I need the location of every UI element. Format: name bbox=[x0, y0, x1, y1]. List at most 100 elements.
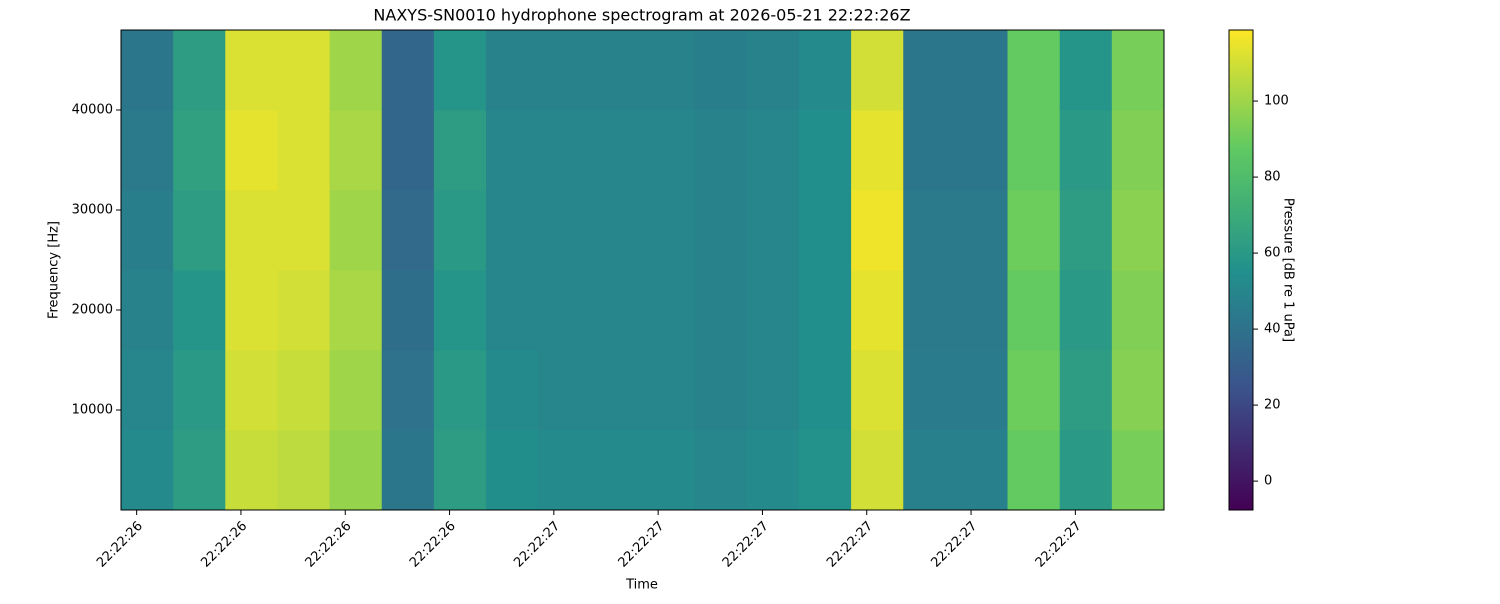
cell bbox=[173, 30, 226, 111]
cell bbox=[955, 30, 1009, 111]
y-tick-label: 20000 bbox=[72, 303, 113, 318]
cell bbox=[277, 430, 331, 511]
cell bbox=[798, 270, 852, 351]
x-tick-label: 22:22:26 bbox=[94, 519, 146, 571]
cell bbox=[1111, 190, 1165, 271]
cell bbox=[538, 350, 591, 431]
cell bbox=[329, 270, 383, 351]
x-tick-label: 22:22:27 bbox=[928, 519, 980, 571]
cell bbox=[955, 270, 1009, 351]
x-axis-label: Time bbox=[625, 578, 658, 593]
cell bbox=[329, 190, 383, 271]
cell bbox=[955, 350, 1009, 431]
cell bbox=[1111, 30, 1165, 111]
cell bbox=[694, 190, 748, 271]
cell bbox=[955, 190, 1009, 271]
cell bbox=[903, 270, 956, 351]
cell bbox=[486, 110, 539, 191]
cell bbox=[798, 30, 852, 111]
cell bbox=[1111, 350, 1165, 431]
cell bbox=[381, 30, 435, 111]
cell bbox=[433, 30, 487, 111]
cell bbox=[225, 30, 278, 111]
cell bbox=[694, 30, 748, 111]
cell bbox=[1007, 30, 1061, 111]
cell bbox=[746, 190, 800, 271]
cell bbox=[121, 350, 174, 431]
colorbar-tick-label: 20 bbox=[1264, 398, 1281, 413]
colorbar bbox=[1228, 29, 1254, 511]
cell bbox=[955, 430, 1009, 511]
cell bbox=[225, 270, 278, 351]
cell bbox=[225, 190, 278, 271]
cell bbox=[433, 430, 487, 511]
cell bbox=[642, 270, 696, 351]
cell bbox=[381, 430, 435, 511]
cell bbox=[851, 190, 904, 271]
colorbar-tick-label: 80 bbox=[1264, 170, 1281, 185]
cell bbox=[486, 350, 539, 431]
y-axis-label: Frequency [Hz] bbox=[47, 221, 62, 319]
cell bbox=[590, 430, 643, 511]
colorbar-label: Pressure [dB re 1 uPa] bbox=[1281, 198, 1296, 342]
cell bbox=[486, 30, 539, 111]
cell bbox=[590, 350, 643, 431]
cell bbox=[225, 350, 278, 431]
cell bbox=[746, 270, 800, 351]
cell bbox=[851, 350, 904, 431]
cell bbox=[1007, 270, 1061, 351]
cell bbox=[694, 110, 748, 191]
cell bbox=[486, 270, 539, 351]
cell bbox=[1059, 190, 1113, 271]
cell bbox=[642, 430, 696, 511]
cell bbox=[121, 190, 174, 271]
cell bbox=[798, 350, 852, 431]
plot-frame bbox=[120, 29, 1165, 511]
cell bbox=[433, 110, 487, 191]
x-tick-label: 22:22:27 bbox=[616, 519, 668, 571]
cell bbox=[903, 350, 956, 431]
x-tick-label: 22:22:27 bbox=[1033, 519, 1085, 571]
cell bbox=[746, 430, 800, 511]
cell bbox=[798, 110, 852, 191]
cell bbox=[173, 430, 226, 511]
cell bbox=[851, 110, 904, 191]
cell bbox=[642, 110, 696, 191]
cell bbox=[1007, 110, 1061, 191]
cell bbox=[277, 30, 331, 111]
cell bbox=[1059, 350, 1113, 431]
cell bbox=[381, 350, 435, 431]
cell bbox=[277, 350, 331, 431]
cell bbox=[642, 30, 696, 111]
x-tick-label: 22:22:27 bbox=[824, 519, 876, 571]
cell bbox=[277, 110, 331, 191]
cell bbox=[903, 190, 956, 271]
colorbar-tick-label: 40 bbox=[1264, 322, 1281, 337]
cell bbox=[642, 190, 696, 271]
plot-area bbox=[121, 30, 1165, 511]
cell bbox=[173, 110, 226, 191]
cell bbox=[903, 110, 956, 191]
cell bbox=[1059, 110, 1113, 191]
cell bbox=[121, 110, 174, 191]
x-tick-label: 22:22:26 bbox=[303, 519, 355, 571]
cell bbox=[381, 190, 435, 271]
cell bbox=[486, 190, 539, 271]
colorbar-tick-label: 0 bbox=[1264, 474, 1272, 489]
y-tick-label: 30000 bbox=[72, 203, 113, 218]
cell bbox=[538, 430, 591, 511]
cell bbox=[798, 190, 852, 271]
cell bbox=[121, 430, 174, 511]
cell bbox=[381, 110, 435, 191]
cell bbox=[694, 350, 748, 431]
cell bbox=[851, 430, 904, 511]
colorbar-tick-label: 60 bbox=[1264, 246, 1281, 261]
cell bbox=[1111, 270, 1165, 351]
cell bbox=[538, 110, 591, 191]
cell bbox=[955, 110, 1009, 191]
cell bbox=[1007, 350, 1061, 431]
cell bbox=[590, 110, 643, 191]
cell bbox=[1059, 270, 1113, 351]
cell bbox=[121, 270, 174, 351]
cell bbox=[486, 430, 539, 511]
